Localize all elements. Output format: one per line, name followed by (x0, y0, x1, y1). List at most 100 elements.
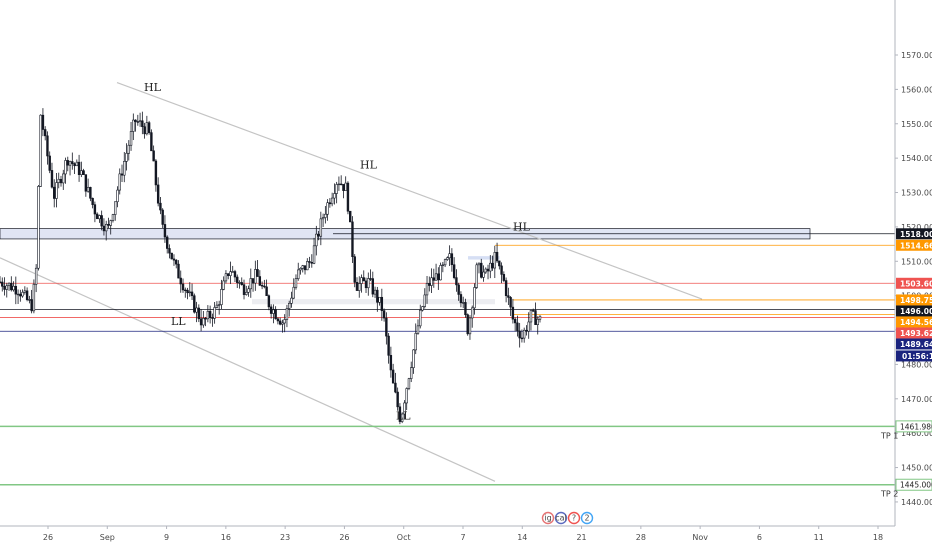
candle-body (258, 276, 262, 286)
candle-body (382, 310, 386, 319)
candle-body (46, 135, 49, 157)
candle-body (16, 293, 20, 296)
price-tick-label: 1440.000 (901, 498, 932, 507)
event-icon[interactable] (580, 511, 594, 525)
candle-body (385, 317, 388, 337)
candle-body (263, 285, 266, 288)
candle-body (179, 277, 182, 285)
level-layer (0, 233, 895, 486)
price-axis[interactable]: 1440.000 1450.000 1460.000 1470.000 1480.000… (880, 0, 932, 526)
candle-body (362, 277, 365, 282)
time-tick-label: 14 (517, 533, 527, 542)
price-tick-label: 1540.000 (901, 154, 932, 163)
level-tag[interactable] (896, 316, 932, 328)
level-tag-label: 1494.560 (900, 318, 932, 327)
level-tag-label: 1461.980 (900, 422, 932, 431)
candle-body (163, 224, 167, 238)
candle-body (450, 253, 454, 266)
candle-body (168, 248, 171, 254)
candle-body (391, 369, 395, 384)
candle-body (199, 318, 203, 326)
candle-body (414, 332, 417, 351)
candle-body (184, 289, 187, 292)
candle-body (292, 286, 295, 299)
candle-body (84, 174, 88, 192)
candle-body (400, 413, 404, 422)
candle-body (353, 256, 356, 283)
level-tag[interactable] (895, 478, 932, 491)
candle-body (358, 283, 361, 291)
time-tick-label: 6 (757, 533, 762, 542)
candle-body (138, 120, 142, 123)
candle-body (220, 289, 223, 305)
level-tag[interactable] (896, 277, 932, 289)
candle-body (285, 308, 289, 320)
candle-body (457, 284, 460, 295)
candle-body (509, 297, 512, 308)
candle-body (43, 129, 47, 137)
candle-body (278, 320, 282, 325)
trendline-layer (0, 81, 703, 482)
candle-body (477, 262, 481, 266)
candle-body (439, 265, 442, 281)
candle-body (100, 215, 103, 227)
candle-body (355, 282, 359, 291)
candle-body (143, 126, 146, 135)
candle-body (152, 150, 155, 162)
candle-body (421, 306, 424, 311)
level-tag[interactable] (896, 239, 932, 251)
price-tick-label: 1570.000 (901, 51, 932, 60)
time-tick-label: Sep (100, 533, 115, 542)
candle-body (10, 282, 13, 291)
event-markers[interactable]: ig cal? 2 (541, 511, 594, 525)
candle-body (398, 406, 402, 422)
candle-body (471, 307, 474, 319)
candle-body (7, 282, 11, 287)
candle-body (412, 349, 415, 369)
candle-body (93, 204, 97, 215)
candle-body (89, 186, 92, 199)
event-icon[interactable] (567, 511, 581, 525)
level-tag[interactable] (896, 305, 932, 317)
event-icon[interactable] (541, 511, 555, 525)
candle-body (249, 278, 252, 290)
candle-body (28, 299, 31, 301)
candle-body (91, 197, 94, 205)
candle-body (432, 277, 436, 281)
candle-body (498, 260, 501, 267)
candle-body (335, 184, 338, 194)
candle-body (109, 220, 112, 226)
candle-body (504, 280, 508, 297)
candle-body (480, 262, 483, 278)
candle-body (134, 119, 137, 122)
candle-body (389, 355, 393, 371)
trendline[interactable] (0, 257, 496, 482)
candle-body (186, 289, 189, 294)
time-axis[interactable]: 26 Sep 9 16 23 26 Oct 7 14 21 28 Nov 6 11 18 (0, 525, 932, 550)
time-tick-label: 11 (814, 533, 824, 542)
candle-body (513, 318, 517, 324)
candle-body (247, 288, 250, 293)
event-icon[interactable] (554, 511, 568, 525)
level-tag[interactable] (896, 327, 932, 339)
candle-body (342, 184, 345, 191)
candle-body (102, 225, 106, 232)
candle-body (217, 304, 221, 306)
candle-body (473, 287, 476, 309)
candle-body (12, 285, 15, 291)
candle-body (520, 337, 524, 340)
candle-body (104, 223, 108, 232)
level-tag[interactable] (895, 420, 932, 433)
level-tag[interactable] (896, 294, 932, 306)
time-tick-label: 28 (636, 533, 646, 542)
candle-body (486, 268, 490, 272)
candle-body (378, 296, 381, 303)
level-tag[interactable] (896, 228, 932, 240)
candle-body (127, 144, 130, 154)
level-tag[interactable] (896, 338, 932, 350)
candle-body (376, 289, 379, 303)
price-axis-bg (895, 0, 932, 526)
trendline[interactable] (116, 81, 703, 300)
candle-body (337, 183, 341, 186)
